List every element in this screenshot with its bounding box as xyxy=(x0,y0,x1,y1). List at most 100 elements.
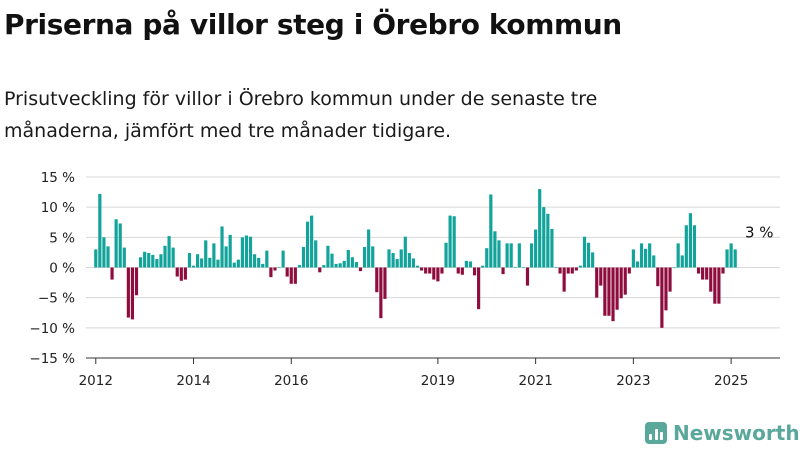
bar xyxy=(147,253,151,268)
bar xyxy=(175,267,179,277)
bar xyxy=(236,259,240,268)
bar xyxy=(578,265,583,268)
bar xyxy=(688,213,692,268)
bar xyxy=(151,254,155,268)
x-tick-label: 2016 xyxy=(274,373,308,389)
bar xyxy=(196,254,200,268)
bar xyxy=(489,194,493,268)
bar xyxy=(550,228,554,268)
bar xyxy=(183,267,187,280)
bar xyxy=(265,250,269,268)
bar xyxy=(525,267,530,286)
bar xyxy=(350,257,354,268)
bar xyxy=(619,267,623,299)
bar xyxy=(725,249,729,268)
bar xyxy=(130,267,135,320)
bar xyxy=(318,267,322,273)
y-tick-label: −10 % xyxy=(29,321,75,337)
bar xyxy=(200,258,204,268)
bar xyxy=(517,243,521,268)
y-tick-label: −15 % xyxy=(29,351,75,367)
bar xyxy=(542,207,546,268)
bar xyxy=(106,246,110,268)
bar xyxy=(362,246,367,268)
bar xyxy=(481,265,485,268)
bar xyxy=(342,260,346,268)
bar xyxy=(501,267,505,275)
bar xyxy=(171,247,175,268)
bar xyxy=(143,251,147,268)
bar xyxy=(448,215,452,268)
bar xyxy=(354,262,359,268)
bar-chart-logo-icon xyxy=(645,422,667,444)
bar xyxy=(477,267,481,310)
bar xyxy=(216,259,220,268)
bar xyxy=(595,267,599,298)
y-tick-label: 5 % xyxy=(49,230,75,246)
bar xyxy=(538,189,542,268)
y-tick-label: 10 % xyxy=(41,200,75,216)
latest-value-annotation: 3 % xyxy=(745,223,774,241)
bar xyxy=(110,267,114,280)
bar xyxy=(452,216,456,268)
x-tick-label: 2019 xyxy=(421,373,455,389)
bar xyxy=(253,254,257,268)
x-tick-label: 2023 xyxy=(616,373,650,389)
bar xyxy=(509,243,513,268)
bar xyxy=(391,253,395,268)
bar xyxy=(163,245,167,268)
chart-subtitle: Prisutveckling för villor i Örebro kommu… xyxy=(4,88,598,142)
bar xyxy=(696,267,701,274)
bar xyxy=(114,219,118,268)
bar xyxy=(155,259,159,268)
bar xyxy=(680,255,684,268)
bar xyxy=(220,226,224,268)
bar xyxy=(623,267,627,295)
bar xyxy=(611,267,615,322)
bar xyxy=(562,267,566,292)
bar xyxy=(656,267,660,287)
bar xyxy=(310,215,314,268)
bar xyxy=(428,267,432,274)
bar xyxy=(472,267,477,276)
bar xyxy=(277,267,281,269)
bar xyxy=(709,267,713,292)
bar xyxy=(566,267,570,274)
bar xyxy=(615,267,619,310)
bar xyxy=(464,260,468,268)
bar xyxy=(387,249,391,268)
bar xyxy=(338,263,342,268)
bar xyxy=(367,229,371,268)
y-tick-label: 15 % xyxy=(41,170,75,186)
y-tick-label: 0 % xyxy=(49,261,75,277)
bar xyxy=(440,267,444,274)
bar xyxy=(570,267,574,274)
bar xyxy=(395,259,399,268)
bar xyxy=(257,257,261,268)
bar xyxy=(248,236,253,268)
x-tick-label: 2021 xyxy=(518,373,552,389)
bar xyxy=(281,250,285,268)
bar xyxy=(460,267,464,275)
bar xyxy=(228,234,232,268)
bar xyxy=(505,243,509,268)
bar xyxy=(664,267,668,311)
bar xyxy=(403,236,407,268)
bar xyxy=(122,247,126,268)
bar xyxy=(285,267,289,277)
bar xyxy=(293,267,297,284)
bar xyxy=(383,267,387,299)
bar xyxy=(558,267,562,274)
bar xyxy=(212,243,216,268)
bar xyxy=(660,267,664,328)
bar xyxy=(191,265,196,268)
bar xyxy=(322,265,326,268)
bar xyxy=(701,267,705,280)
bar xyxy=(420,267,424,271)
bar xyxy=(371,246,375,268)
bar xyxy=(94,249,98,268)
brand-name: Newsworthy xyxy=(673,421,800,445)
bar xyxy=(529,243,534,268)
bar xyxy=(138,257,143,268)
bar xyxy=(436,267,440,282)
